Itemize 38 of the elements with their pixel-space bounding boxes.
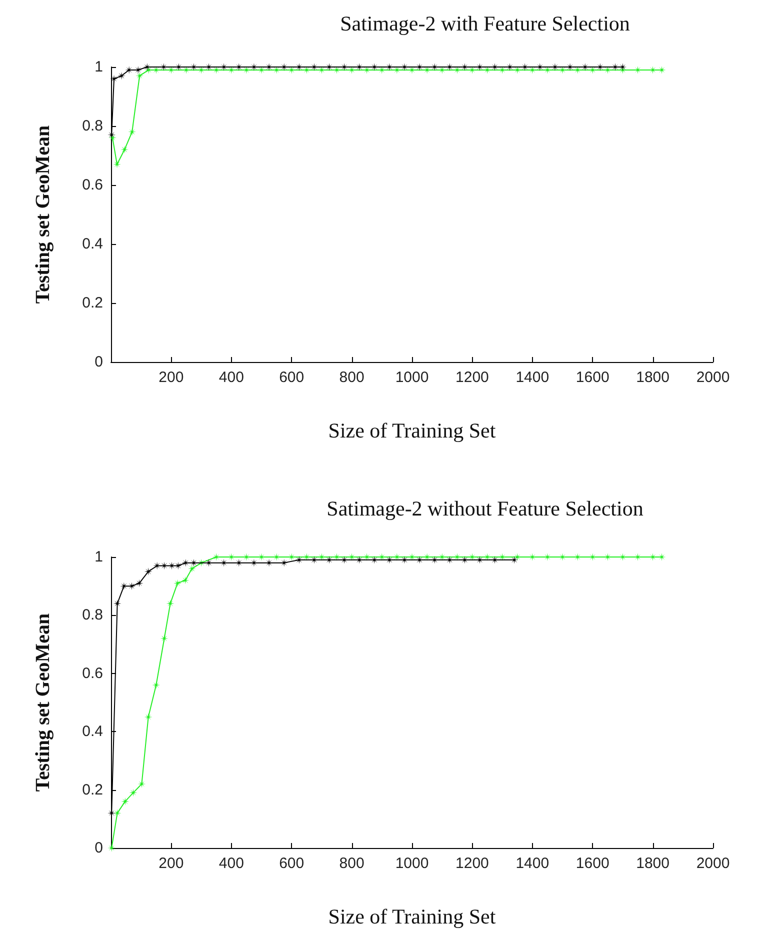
y-tick-label: 0.4 — [82, 723, 103, 740]
y-tick-label: 0.8 — [82, 606, 103, 624]
y-tick-label: 0.2 — [82, 294, 103, 312]
x-tick-label: 1200 — [456, 369, 489, 386]
y-tick-label: 0.6 — [82, 664, 103, 682]
y-tick-label: 0 — [94, 354, 103, 370]
x-tick-label: 1800 — [636, 369, 670, 386]
chart-title: Satimage-2 with Feature Selection — [340, 12, 630, 36]
y-tick-label: 1 — [94, 58, 103, 76]
x-tick-label: 400 — [218, 369, 244, 386]
y-tick-label: 0.4 — [82, 236, 103, 252]
y-tick-label: 0.6 — [82, 176, 103, 194]
chart-title: Satimage-2 without Feature Selection — [326, 496, 644, 520]
y-tick-label: 0 — [94, 840, 103, 856]
x-tick-label: 600 — [279, 855, 304, 872]
x-tick-label: 200 — [158, 369, 184, 386]
x-tick-label: 1400 — [516, 369, 550, 386]
x-axis-title: Size of Training Set — [328, 418, 496, 442]
x-axis-title: Size of Training Set — [328, 904, 496, 928]
y-tick-label: 0.8 — [82, 118, 103, 134]
x-tick-label: 200 — [158, 855, 184, 872]
y-axis-title: Testing set GeoMean — [32, 125, 54, 304]
y-axis-title: Testing set GeoMean — [32, 613, 54, 792]
x-tick-label: 800 — [339, 855, 364, 872]
y-tick-label: 0.2 — [82, 781, 103, 798]
x-tick-label: 800 — [339, 369, 364, 386]
x-tick-label: 2000 — [696, 369, 730, 386]
x-tick-label: 1000 — [395, 855, 429, 872]
x-tick-label: 1400 — [516, 855, 550, 872]
y-tick-label: 1 — [94, 548, 103, 566]
x-tick-label: 600 — [279, 369, 304, 386]
x-tick-label: 1200 — [456, 855, 489, 872]
x-tick-label: 1600 — [576, 855, 610, 872]
x-tick-label: 400 — [218, 855, 244, 872]
x-tick-label: 1600 — [576, 369, 610, 386]
x-tick-label: 2000 — [696, 855, 730, 872]
x-tick-label: 1000 — [395, 369, 429, 386]
x-tick-label: 1800 — [636, 855, 670, 872]
